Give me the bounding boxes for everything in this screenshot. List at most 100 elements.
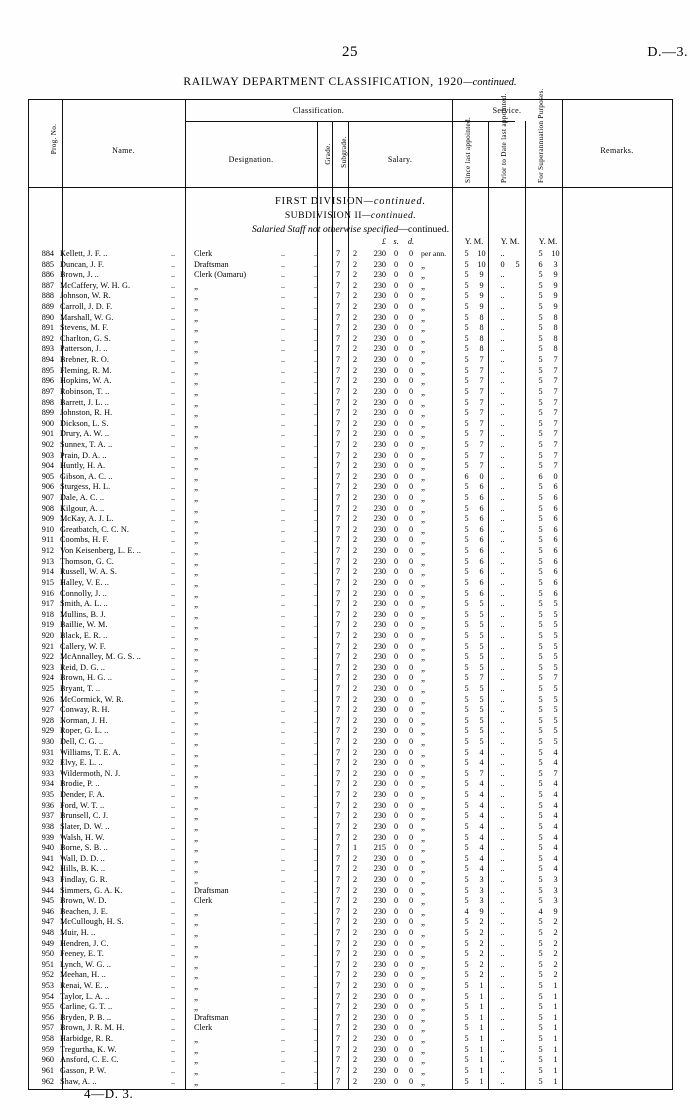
row-grade: 7 xyxy=(335,1034,341,1044)
row-service-since-years: 5 xyxy=(464,1055,469,1065)
row-service-super-months: 5 xyxy=(553,726,558,736)
row-service-prior-years: .. xyxy=(500,397,505,407)
row-service-prior-years: .. xyxy=(500,1055,505,1065)
row-designation: „ xyxy=(194,599,198,610)
row-designation-leader-2: .. xyxy=(314,1002,319,1012)
row-service-prior-years: .. xyxy=(500,323,505,333)
row-service-since-months: 7 xyxy=(479,429,484,439)
row-prog-no: 892 xyxy=(41,333,54,343)
row-service-super-years: 5 xyxy=(538,535,543,545)
row-subgrade: 2 xyxy=(352,514,358,524)
row-grade: 7 xyxy=(335,280,341,290)
row-service-super-years: 5 xyxy=(538,620,543,630)
row-service-since-months: 5 xyxy=(479,620,484,630)
table-row: 886 Brown, J. .... Clerk (Oamaru).... 7 2 230… xyxy=(28,270,673,281)
row-salary-period: „ xyxy=(421,1076,425,1087)
row-salary-period: „ xyxy=(421,461,425,472)
row-name: Coombs, H. F. xyxy=(60,535,109,545)
row-name: Callery, W. F. xyxy=(60,641,106,651)
table-row: 924 Brown, H. G. .... „.... 7 2 230 0 0 „ 5 7.. 5 7 xyxy=(28,673,673,684)
row-service-super-months: 1 xyxy=(553,1034,558,1044)
row-salary-period: „ xyxy=(421,811,425,822)
row-subgrade: 2 xyxy=(352,355,358,365)
table-row: 904 Huntly, H. A... „.... 7 2 230 0 0 „ 5 7.. 5 7 xyxy=(28,461,673,472)
row-subgrade: 2 xyxy=(352,429,358,439)
row-service-since-years: 5 xyxy=(464,408,469,418)
row-service-super-years: 4 xyxy=(538,906,543,916)
row-service-since-months: 8 xyxy=(479,344,484,354)
row-service-super-years: 5 xyxy=(538,577,543,587)
row-name-leader: .. xyxy=(171,270,176,280)
row-designation-leader-2: .. xyxy=(314,365,319,375)
row-prog-no: 908 xyxy=(41,503,54,513)
row-grade: 7 xyxy=(335,949,341,959)
row-salary-pence: 0 xyxy=(408,1034,414,1044)
row-service-since-years: 5 xyxy=(464,641,469,651)
row-salary-shillings: 0 xyxy=(393,1065,399,1075)
row-service-since-years: 5 xyxy=(464,885,469,895)
table-row: 894 Brebner, R. O... „.... 7 2 230 0 0 „ 5 7.. 5 7 xyxy=(28,355,673,366)
row-name-leader: .. xyxy=(171,302,176,312)
row-designation-leader: .. xyxy=(281,673,286,683)
row-service-super-years: 5 xyxy=(538,588,543,598)
header-bottom-rule xyxy=(28,187,673,188)
row-salary-pence: 0 xyxy=(408,386,414,396)
row-grade: 7 xyxy=(335,906,341,916)
row-designation-leader: .. xyxy=(281,1055,286,1065)
row-prog-no: 888 xyxy=(41,291,54,301)
table-row: 903 Prain, D. A. .... „.... 7 2 230 0 0 „ 5 7.. 5 7 xyxy=(28,451,673,462)
row-salary-pence: 0 xyxy=(408,524,414,534)
row-grade: 7 xyxy=(335,790,341,800)
row-designation-leader: .. xyxy=(281,768,286,778)
row-service-since-months: 6 xyxy=(479,524,484,534)
row-service-since-years: 5 xyxy=(464,694,469,704)
row-salary-pence: 0 xyxy=(408,864,414,874)
row-name: Greatbatch, C. C. N. xyxy=(60,524,130,534)
row-grade: 7 xyxy=(335,471,341,481)
row-designation-leader: .. xyxy=(281,408,286,418)
row-salary-pence: 0 xyxy=(408,758,414,768)
unit-service-prior: Y. M. xyxy=(500,237,520,246)
row-subgrade: 2 xyxy=(352,461,358,471)
row-service-since-months: 5 xyxy=(479,662,484,672)
row-service-since-months: 1 xyxy=(479,1002,484,1012)
row-salary-shillings: 0 xyxy=(393,577,399,587)
row-salary-pence: 0 xyxy=(408,843,414,853)
row-designation-leader-2: .. xyxy=(314,1076,319,1086)
row-subgrade: 2 xyxy=(352,917,358,927)
row-name: Simmers, G. A. K. xyxy=(60,885,123,895)
row-name-leader: .. xyxy=(171,630,176,640)
row-designation-leader: .. xyxy=(281,726,286,736)
row-salary-pence: 0 xyxy=(408,259,414,269)
row-name-leader: .. xyxy=(171,959,176,969)
row-service-super-years: 5 xyxy=(538,959,543,969)
row-name-leader: .. xyxy=(171,917,176,927)
row-service-super-months: 4 xyxy=(553,790,558,800)
row-salary-pence: 0 xyxy=(408,333,414,343)
row-salary-shillings: 0 xyxy=(393,928,399,937)
row-designation: „ xyxy=(194,768,198,779)
row-service-super-months: 7 xyxy=(553,429,558,439)
section-heading-subdivision: SUBDIVISION II—continued. xyxy=(28,210,673,221)
row-grade: 7 xyxy=(335,981,341,991)
row-subgrade: 1 xyxy=(352,843,358,853)
row-salary-pounds: 230 xyxy=(373,779,386,789)
row-service-since-years: 5 xyxy=(464,683,469,693)
row-designation-leader-2: .. xyxy=(314,737,319,747)
table-row: 884 Kellett, J. F. .... Clerk.... 7 2 230 0 0 pe… xyxy=(28,249,673,260)
row-designation: „ xyxy=(194,705,198,716)
row-service-since-years: 5 xyxy=(464,280,469,290)
row-salary-pence: 0 xyxy=(408,938,414,948)
row-grade: 7 xyxy=(335,249,341,258)
row-salary-pounds: 230 xyxy=(373,673,386,683)
row-salary-shillings: 0 xyxy=(393,662,399,672)
row-name: Elvy, E. L. .. xyxy=(60,758,103,768)
table-row: 914 Russell, W. A. S... „.... 7 2 230 0 0 „ 5 6.. 5… xyxy=(28,567,673,578)
header-name: Name. xyxy=(112,146,135,155)
row-subgrade: 2 xyxy=(352,588,358,598)
row-service-super-months: 4 xyxy=(553,821,558,831)
row-designation: „ xyxy=(194,981,198,992)
row-service-super-years: 5 xyxy=(538,800,543,810)
row-name-leader: .. xyxy=(171,790,176,800)
row-name-leader: .. xyxy=(171,546,176,556)
